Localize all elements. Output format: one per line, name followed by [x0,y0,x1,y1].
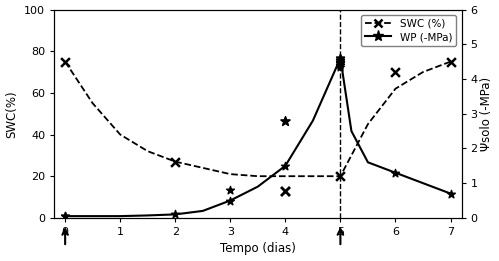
Point [61,214,69,218]
Point [336,174,344,178]
Point [227,198,235,203]
Point [281,189,289,193]
X-axis label: Tempo (dias): Tempo (dias) [220,242,296,256]
Point [447,192,455,196]
Point [391,171,399,175]
Point [336,61,344,66]
Y-axis label: SWC(%): SWC(%) [5,90,18,138]
Point [336,58,344,62]
Point [227,188,235,192]
Point [391,70,399,74]
Point [336,56,344,60]
Point [61,60,69,64]
Legend: SWC (%), WP (-MPa): SWC (%), WP (-MPa) [361,15,456,46]
Point [336,61,344,66]
Point [336,60,344,64]
Point [336,58,344,62]
Point [281,118,289,123]
Point [281,118,289,123]
Point [336,56,344,60]
Point [336,60,344,64]
Point [281,164,289,168]
Point [171,159,179,164]
Point [336,65,344,69]
Point [61,214,69,218]
Y-axis label: Ψsolo (-MPa): Ψsolo (-MPa) [481,77,494,151]
Point [336,60,344,64]
Point [336,63,344,67]
Point [171,212,179,216]
Point [281,189,289,193]
Point [447,60,455,64]
Point [336,63,344,67]
